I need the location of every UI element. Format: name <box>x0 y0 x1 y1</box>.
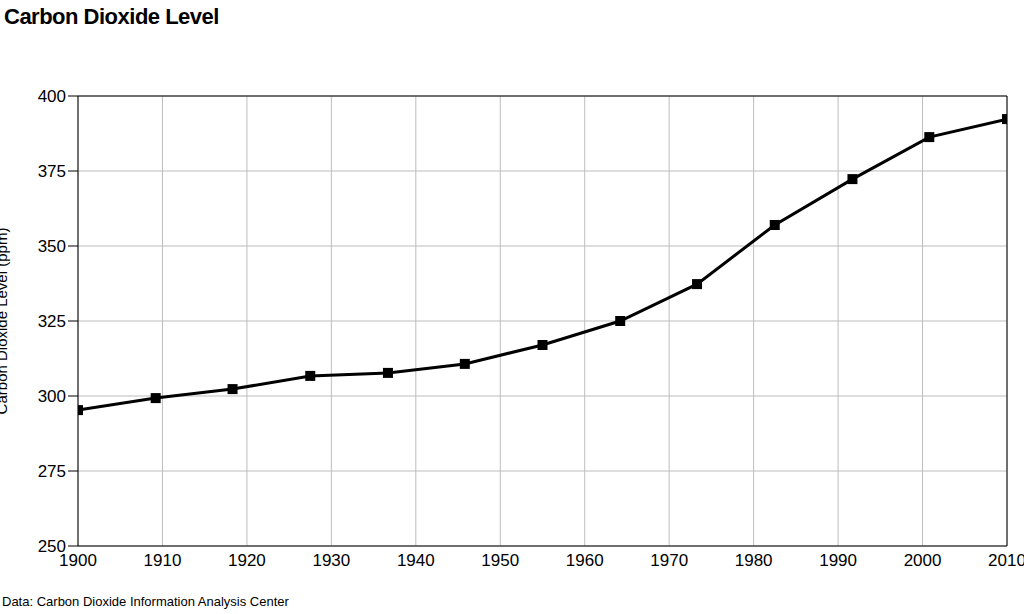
svg-text:350: 350 <box>38 237 66 256</box>
svg-text:1920: 1920 <box>228 551 266 570</box>
svg-text:1960: 1960 <box>566 551 604 570</box>
svg-text:1910: 1910 <box>144 551 182 570</box>
svg-text:Carbon Dioxide Level (ppm): Carbon Dioxide Level (ppm) <box>8 228 10 415</box>
html-text:Carbon Dioxide Level: Carbon Dioxide Level <box>4 4 219 29</box>
svg-text:2000: 2000 <box>904 551 942 570</box>
svg-text:2010: 2010 <box>988 551 1016 570</box>
svg-text:1990: 1990 <box>819 551 857 570</box>
svg-text:1900: 1900 <box>59 551 97 571</box>
svg-text:1970: 1970 <box>650 551 688 570</box>
svg-text:1940: 1940 <box>397 551 435 570</box>
svg-text:1950: 1950 <box>481 551 519 570</box>
svg-text:250: 250 <box>38 537 66 556</box>
html-text:Data: Carbon Dioxide Informati: Data: Carbon Dioxide Information Analysi… <box>2 594 289 609</box>
svg-text:275: 275 <box>38 462 66 481</box>
svg-text:1930: 1930 <box>312 551 350 570</box>
svg-text:1980: 1980 <box>735 551 773 570</box>
svg-text:375: 375 <box>38 162 66 181</box>
svg-text:325: 325 <box>38 312 66 331</box>
svg-text:400: 400 <box>38 87 66 106</box>
svg-text:300: 300 <box>38 387 66 406</box>
